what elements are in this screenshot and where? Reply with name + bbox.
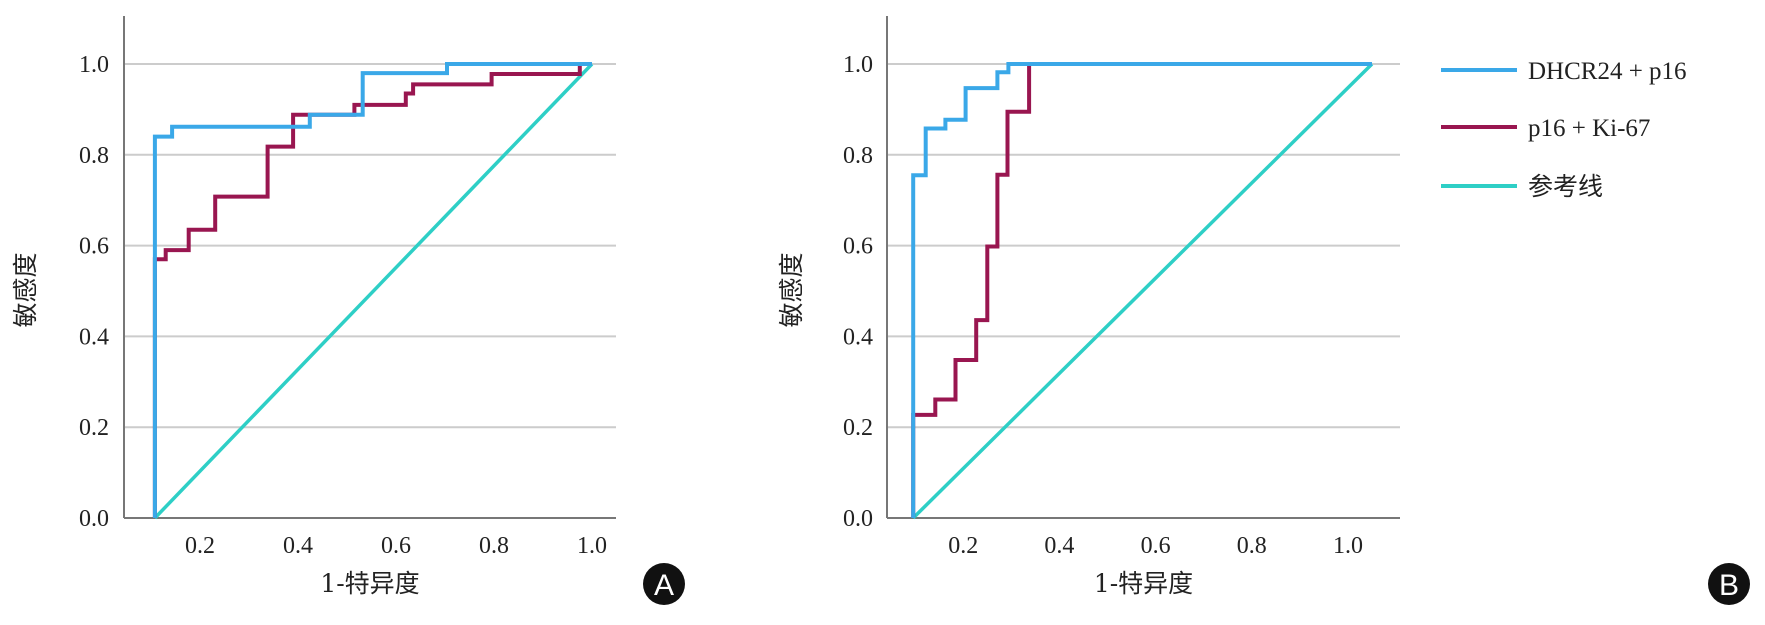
y-tick-label: 0.2 xyxy=(843,415,873,441)
x-tick-label: 0.4 xyxy=(1044,533,1074,559)
legend-item: p16 + Ki-67 xyxy=(1441,115,1650,142)
y-tick-label: 1.0 xyxy=(79,52,109,78)
y-tick-label: 0.0 xyxy=(79,506,109,532)
legend-label: DHCR24 + p16 xyxy=(1528,58,1687,85)
y-axis-label: 敏感度 xyxy=(777,252,806,327)
y-tick-label: 0.6 xyxy=(843,234,873,260)
legend: DHCR24 + p16 p16 + Ki-67 参考线 xyxy=(1441,58,1687,201)
series-line-p16-ki67 xyxy=(152,62,592,518)
badge-circle xyxy=(1708,563,1750,605)
x-tick-label: 1.0 xyxy=(1333,533,1363,559)
chart-panel-a: 0.0 0.2 0.4 0.6 0.8 1.0 0.2 0.4 0.6 0.8 1.0 1-特异度 敏感… xyxy=(11,16,685,605)
x-tick-label: 0.8 xyxy=(1237,533,1267,559)
legend-label: p16 + Ki-67 xyxy=(1528,115,1650,142)
legend-item: DHCR24 + p16 xyxy=(1441,58,1687,85)
y-tick-label: 0.6 xyxy=(79,234,109,260)
y-tick-label: 1.0 xyxy=(843,52,873,78)
legend-item: 参考线 xyxy=(1441,173,1603,201)
x-tick-label: 0.6 xyxy=(1141,533,1171,559)
badge-label: B xyxy=(1719,569,1739,602)
series-line-reference xyxy=(911,62,1374,520)
y-tick-label: 0.8 xyxy=(79,143,109,169)
y-axis-label: 敏感度 xyxy=(11,252,40,327)
panel-badge-a: A xyxy=(643,563,685,605)
legend-label: 参考线 xyxy=(1528,173,1603,201)
y-tick-label: 0.2 xyxy=(79,415,109,441)
series-line-dhcr24-p16 xyxy=(911,62,1372,518)
x-tick-label: 1.0 xyxy=(577,533,607,559)
panel-badge-b: B xyxy=(1708,563,1750,605)
series-line-reference xyxy=(153,62,594,520)
x-axis-label: 1-特异度 xyxy=(1094,569,1193,598)
x-axis-label: 1-特异度 xyxy=(320,569,419,598)
y-tick-label: 0.8 xyxy=(843,143,873,169)
y-tick-label: 0.0 xyxy=(843,506,873,532)
x-tick-label: 0.2 xyxy=(948,533,978,559)
x-tick-label: 0.6 xyxy=(381,533,411,559)
x-tick-label: 0.2 xyxy=(185,533,215,559)
badge-label: A xyxy=(654,569,674,602)
x-tick-label: 0.4 xyxy=(283,533,313,559)
y-tick-label: 0.4 xyxy=(79,324,109,350)
y-tick-label: 0.4 xyxy=(843,324,873,350)
series-line-p16-ki67 xyxy=(911,62,1372,518)
series-line-dhcr24-p16 xyxy=(152,62,592,518)
badge-circle xyxy=(643,563,685,605)
x-tick-label: 0.8 xyxy=(479,533,509,559)
chart-panel-b: 0.0 0.2 0.4 0.6 0.8 1.0 0.2 0.4 0.6 0.8 1.0 1-特异度 敏感… xyxy=(777,16,1750,605)
